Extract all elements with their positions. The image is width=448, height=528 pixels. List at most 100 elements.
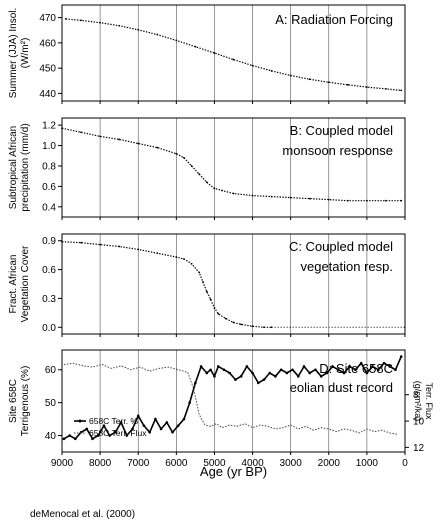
series-dotted: [65, 18, 402, 91]
data-point: [99, 21, 102, 24]
legend-label-terr-flux: 658C Terr. Flux: [89, 428, 147, 438]
data-point: [354, 368, 357, 372]
data-point: [263, 326, 265, 329]
data-point: [308, 197, 311, 200]
x-tick-label: 9000: [51, 458, 74, 469]
data-point: [319, 375, 323, 378]
data-point: [228, 371, 231, 375]
data-point: [289, 74, 292, 77]
data-point: [385, 87, 387, 90]
panel-frame: [61, 349, 406, 453]
y-tick-label: 440: [39, 89, 56, 100]
y-tick-label: 0.3: [42, 294, 56, 305]
data-point: [205, 371, 209, 375]
data-point: [61, 240, 63, 243]
data-point: [388, 365, 392, 368]
data-point: [291, 368, 294, 372]
legend-label-terr-pct: 658C Terr. %: [89, 416, 138, 426]
data-point: [159, 427, 163, 431]
data-point: [80, 19, 82, 22]
panel-c: 0.0 0.3 0.6 0.9 C: Coupled model vegetation r…: [8, 233, 406, 337]
citation: deMenocal et al. (2000): [30, 509, 135, 520]
data-point: [119, 421, 123, 424]
data-point: [377, 368, 380, 372]
data-point: [365, 86, 368, 89]
y-tick-label: 460: [39, 38, 56, 49]
data-point: [85, 427, 89, 431]
x-axis-label: Age (yr BP): [200, 464, 267, 479]
data-point: [202, 281, 204, 283]
data-point: [61, 127, 63, 130]
data-point: [251, 64, 254, 67]
data-point: [198, 271, 201, 274]
data-point: [217, 312, 220, 315]
y-axis-label-line: precipitation (mm/d): [20, 123, 31, 211]
data-point: [327, 198, 330, 201]
data-point: [156, 33, 159, 36]
y-tick-label: 60: [45, 365, 57, 376]
data-point: [222, 368, 226, 372]
x-tick-label: 1000: [356, 458, 379, 469]
panel-d: 40 50 60 8 10 12 Terr. Flux(g/cm²/ka) 658C Terr…: [8, 349, 434, 455]
data-point: [245, 365, 249, 368]
y-tick-label: 40: [45, 431, 57, 442]
data-point: [156, 252, 159, 255]
x-tick-label: 5000: [203, 458, 226, 469]
data-point: [382, 361, 386, 365]
data-point: [337, 368, 340, 372]
data-point: [221, 189, 223, 192]
data-point: [232, 192, 235, 195]
data-point: [188, 401, 191, 404]
data-point: [216, 365, 220, 368]
data-point: [190, 165, 193, 167]
data-point: [137, 28, 140, 31]
data-point: [400, 199, 403, 202]
data-point: [80, 241, 82, 244]
data-point: [371, 365, 374, 368]
data-point: [175, 256, 178, 258]
data-point: [125, 434, 129, 437]
panel-title: monsoon response: [282, 143, 393, 158]
data-point: [308, 371, 312, 375]
series-dotted: [61, 241, 272, 328]
y-axis-label: Subtropical Africanprecipitation (mm/d): [8, 123, 31, 211]
data-point: [296, 375, 300, 378]
y-axis-label: Site 658CTerrigenous (%): [8, 366, 31, 437]
y-right-tick-label: 12: [413, 443, 425, 454]
panel-frame: [61, 233, 406, 335]
data-point: [118, 24, 121, 27]
y-axis-label: Fract. AfricanVegetation Cover: [8, 245, 31, 322]
data-point: [99, 243, 102, 246]
data-point: [302, 365, 306, 368]
y-tick-label: 0.9: [42, 236, 56, 247]
data-point: [285, 371, 289, 375]
x-tick-label: 2000: [318, 458, 341, 469]
data-point: [232, 58, 235, 61]
data-point: [131, 427, 134, 431]
series-dotted: [61, 127, 402, 202]
data-point: [148, 430, 151, 434]
y-tick-label: 0.6: [42, 265, 56, 276]
y-axis-label: Summer (JJA) Insol.(W/m²): [8, 8, 31, 99]
legend-marker: [78, 419, 82, 423]
data-point: [251, 194, 254, 197]
y-axis-label-line: Site 658C: [8, 379, 19, 423]
y-right-axis-label-line: (g/cm²/ka): [413, 381, 423, 422]
data-point: [154, 417, 157, 421]
y-right-axis-label: Terr. Flux(g/cm²/ka): [413, 381, 434, 422]
data-point: [394, 368, 397, 372]
data-point: [137, 248, 140, 251]
data-point: [274, 375, 277, 378]
y-axis-label-line: Terrigenous (%): [20, 366, 31, 437]
data-point: [209, 368, 212, 372]
data-point: [346, 199, 349, 202]
legend: 658C Terr. % 658C Terr. Flux: [74, 416, 147, 438]
panel-a: 440 450 460 470 A: Radiation Forcing Summer (…: [8, 4, 406, 104]
data-point: [400, 89, 403, 92]
data-point: [234, 378, 237, 381]
data-point: [308, 78, 311, 81]
data-point: [198, 173, 201, 176]
panel-title: D: Site 658C: [319, 361, 393, 376]
data-point: [205, 290, 208, 293]
